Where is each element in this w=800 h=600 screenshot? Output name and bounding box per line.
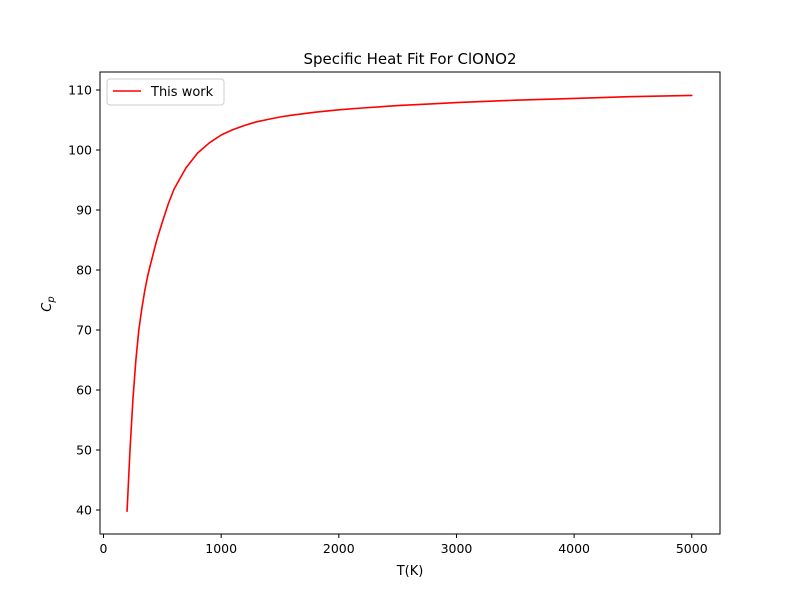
y-axis-label-main: C [40, 302, 55, 312]
legend: This work [106, 78, 225, 106]
y-tick-label: 110 [68, 83, 92, 98]
x-tick-label: 2000 [323, 541, 355, 556]
series-line-this-work [126, 94, 693, 512]
y-tick-label: 60 [76, 383, 92, 398]
x-tick-label: 3000 [441, 541, 473, 556]
plot-area [99, 71, 721, 535]
x-tick-label: 0 [100, 541, 108, 556]
x-axis-label: T(K) [396, 564, 424, 579]
plot-frame [99, 71, 721, 535]
legend-label: This work [150, 85, 214, 100]
y-tick-label: 100 [68, 143, 92, 158]
y-axis-label: Cp [40, 296, 57, 311]
x-tick-label: 4000 [558, 541, 590, 556]
y-axis-label-sub: p [46, 296, 57, 303]
legend-box [106, 78, 225, 106]
chart-title: Specific Heat Fit For ClONO2 [303, 50, 516, 68]
y-axis: 40 50 60 70 80 90 100 110 [68, 83, 100, 518]
x-tick-label: 1000 [205, 541, 237, 556]
y-tick-label: 90 [76, 203, 92, 218]
x-tick-label: 5000 [676, 541, 708, 556]
y-tick-label: 40 [76, 503, 92, 518]
series-layer [126, 94, 693, 512]
y-tick-label: 70 [76, 323, 92, 338]
y-tick-label: 80 [76, 263, 92, 278]
y-tick-label: 50 [76, 443, 92, 458]
x-axis: 0 1000 2000 3000 4000 5000 [100, 534, 708, 556]
